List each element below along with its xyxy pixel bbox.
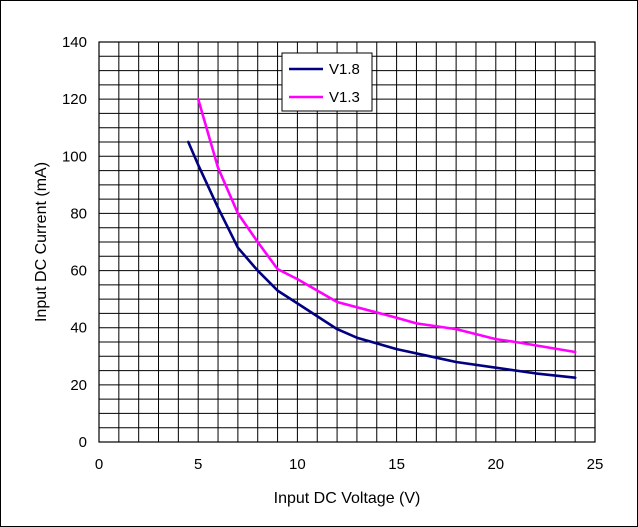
legend-label-v1-3: V1.3: [329, 89, 360, 106]
x-tick-labels: 0 5 10 15 20 25: [95, 456, 604, 473]
y-axis-title: Input DC Current (mA): [33, 162, 50, 322]
plot-border: [98, 41, 596, 443]
x-tick-label: 10: [289, 456, 306, 473]
y-tick-label: 80: [70, 205, 87, 222]
y-tick-label: 40: [70, 320, 87, 337]
x-axis-title: Input DC Voltage (V): [274, 490, 421, 507]
y-tick-label: 60: [70, 263, 87, 280]
y-tick-labels: 0 20 40 60 80 100 120 140: [62, 34, 87, 451]
x-tick-label: 5: [194, 456, 202, 473]
y-tick-label: 140: [62, 34, 87, 51]
series-line-v1-3: [196, 97, 577, 354]
y-tick-label: 100: [62, 148, 87, 165]
y-tick-label: 0: [79, 434, 87, 451]
x-tick-label: 0: [95, 456, 103, 473]
legend-box: [281, 52, 373, 112]
x-tick-label: 25: [587, 456, 604, 473]
y-tick-label: 120: [62, 91, 87, 108]
legend-label-v1-8: V1.8: [329, 61, 360, 78]
series-lines: [187, 97, 577, 380]
series-line-v1-8: [187, 140, 577, 380]
y-tick-label: 20: [70, 377, 87, 394]
legend: V1.8 V1.3: [281, 52, 373, 112]
x-tick-label: 20: [487, 456, 504, 473]
x-tick-label: 15: [388, 456, 405, 473]
